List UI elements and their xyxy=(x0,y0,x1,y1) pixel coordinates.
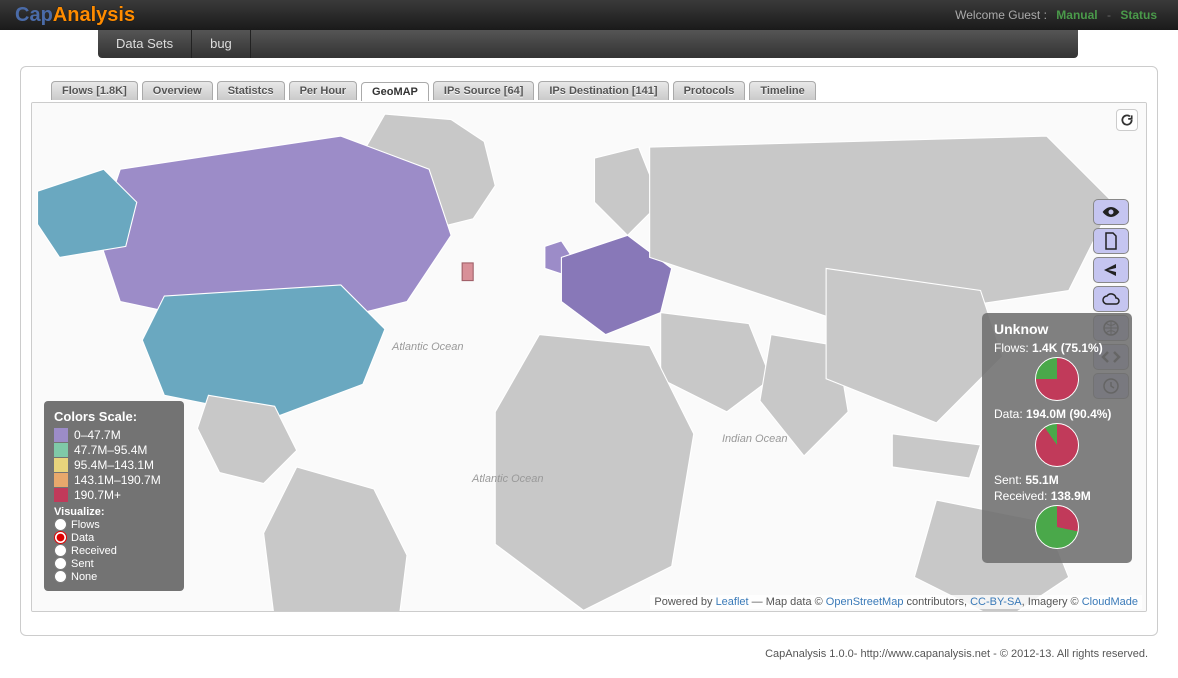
label-atlantic-2: Atlantic Ocean xyxy=(472,473,544,485)
top-right: Welcome Guest : Manual - Status xyxy=(955,8,1163,22)
legend-label-5: 190.7M+ xyxy=(74,488,121,502)
top-bar: CapAnalysis Welcome Guest : Manual - Sta… xyxy=(0,0,1178,30)
nav-datasets[interactable]: Data Sets xyxy=(98,30,192,58)
pie-data xyxy=(1035,423,1079,467)
welcome-text: Welcome Guest : xyxy=(955,8,1047,22)
world-map[interactable] xyxy=(32,103,1146,612)
map-area[interactable]: Atlantic Ocean Atlantic Ocean Indian Oce… xyxy=(31,102,1147,612)
tab-flows[interactable]: Flows [1.8K] xyxy=(51,81,138,100)
swatch-1 xyxy=(54,428,68,442)
visualize-label: Visualize: xyxy=(54,506,174,518)
info-data-label: Data: xyxy=(994,407,1023,421)
swatch-4 xyxy=(54,473,68,487)
info-sent-value: 55.1M xyxy=(1025,473,1058,487)
radio-received[interactable]: Received xyxy=(54,544,174,557)
swatch-2 xyxy=(54,443,68,457)
tab-ips-destination[interactable]: IPs Destination [141] xyxy=(538,81,668,100)
info-sent-label: Sent: xyxy=(994,473,1022,487)
pie-sentrecv xyxy=(1035,505,1079,549)
legend-label-1: 0–47.7M xyxy=(74,428,121,442)
tab-timeline[interactable]: Timeline xyxy=(749,81,815,100)
ccbysa-link[interactable]: CC-BY-SA xyxy=(970,596,1022,608)
info-title: Unknow xyxy=(994,321,1120,337)
legend-label-2: 47.7M–95.4M xyxy=(74,443,147,457)
sidebtn-eye[interactable] xyxy=(1093,199,1129,225)
sidebtn-cloud[interactable] xyxy=(1093,286,1129,312)
map-attribution: Powered by Leaflet — Map data © OpenStre… xyxy=(650,595,1142,609)
sidebtn-file[interactable] xyxy=(1093,228,1129,254)
cloudmade-link[interactable]: CloudMade xyxy=(1082,596,1138,608)
leaflet-link[interactable]: Leaflet xyxy=(716,596,749,608)
pie-flows xyxy=(1035,357,1079,401)
nav-bug[interactable]: bug xyxy=(192,30,251,58)
swatch-3 xyxy=(54,458,68,472)
tabs: Flows [1.8K] Overview Statistcs Per Hour… xyxy=(51,81,1147,100)
radio-flows[interactable]: Flows xyxy=(54,518,174,531)
swatch-5 xyxy=(54,488,68,502)
tab-overview[interactable]: Overview xyxy=(142,81,213,100)
info-data-value: 194.0M (90.4%) xyxy=(1026,407,1111,421)
sidebtn-share[interactable] xyxy=(1093,257,1129,283)
info-flows-label: Flows: xyxy=(994,341,1029,355)
tab-geomap[interactable]: GeoMAP xyxy=(361,82,429,101)
sub-nav: Data Sets bug xyxy=(98,30,1078,58)
info-recv-value: 138.9M xyxy=(1051,489,1091,503)
info-box: Unknow Flows: 1.4K (75.1%) Data: 194.0M … xyxy=(982,313,1132,563)
tab-protocols[interactable]: Protocols xyxy=(673,81,746,100)
radio-sent[interactable]: Sent xyxy=(54,557,174,570)
logo: CapAnalysis xyxy=(15,4,135,27)
radio-none[interactable]: None xyxy=(54,570,174,583)
label-indian: Indian Ocean xyxy=(722,433,787,445)
tab-perhour[interactable]: Per Hour xyxy=(289,81,357,100)
info-recv-label: Received: xyxy=(994,489,1047,503)
main-panel: Flows [1.8K] Overview Statistcs Per Hour… xyxy=(20,66,1158,636)
manual-link[interactable]: Manual xyxy=(1056,8,1097,22)
tab-statistics[interactable]: Statistcs xyxy=(217,81,285,100)
logo-analysis: Analysis xyxy=(53,4,135,26)
tab-ips-source[interactable]: IPs Source [64] xyxy=(433,81,534,100)
legend-label-4: 143.1M–190.7M xyxy=(74,473,161,487)
logo-cap: Cap xyxy=(15,4,53,26)
legend-label-3: 95.4M–143.1M xyxy=(74,458,154,472)
legend-title: Colors Scale: xyxy=(54,409,174,424)
radio-data[interactable]: Data xyxy=(54,531,174,544)
legend: Colors Scale: 0–47.7M 47.7M–95.4M 95.4M–… xyxy=(44,401,184,591)
unknown-marker[interactable] xyxy=(462,263,473,281)
osm-link[interactable]: OpenStreetMap xyxy=(826,596,904,608)
label-atlantic-1: Atlantic Ocean xyxy=(392,341,464,353)
footer: CapAnalysis 1.0.0- http://www.capanalysi… xyxy=(0,644,1178,664)
refresh-button[interactable] xyxy=(1116,109,1138,131)
status-link[interactable]: Status xyxy=(1120,8,1157,22)
separator: - xyxy=(1107,8,1111,22)
info-flows-value: 1.4K (75.1%) xyxy=(1032,341,1103,355)
